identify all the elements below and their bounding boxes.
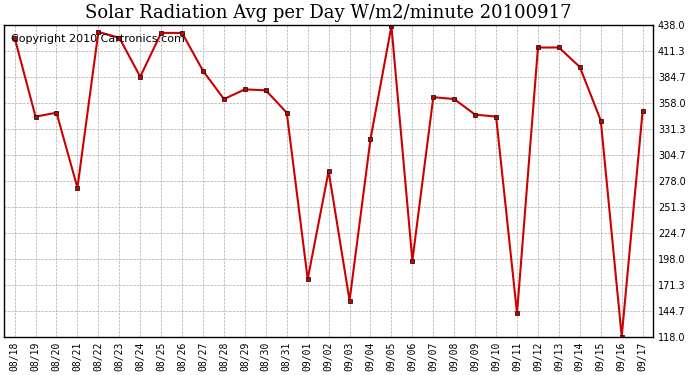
Title: Solar Radiation Avg per Day W/m2/minute 20100917: Solar Radiation Avg per Day W/m2/minute …	[86, 4, 572, 22]
Text: Copyright 2010 Cartronics.com: Copyright 2010 Cartronics.com	[10, 34, 184, 45]
